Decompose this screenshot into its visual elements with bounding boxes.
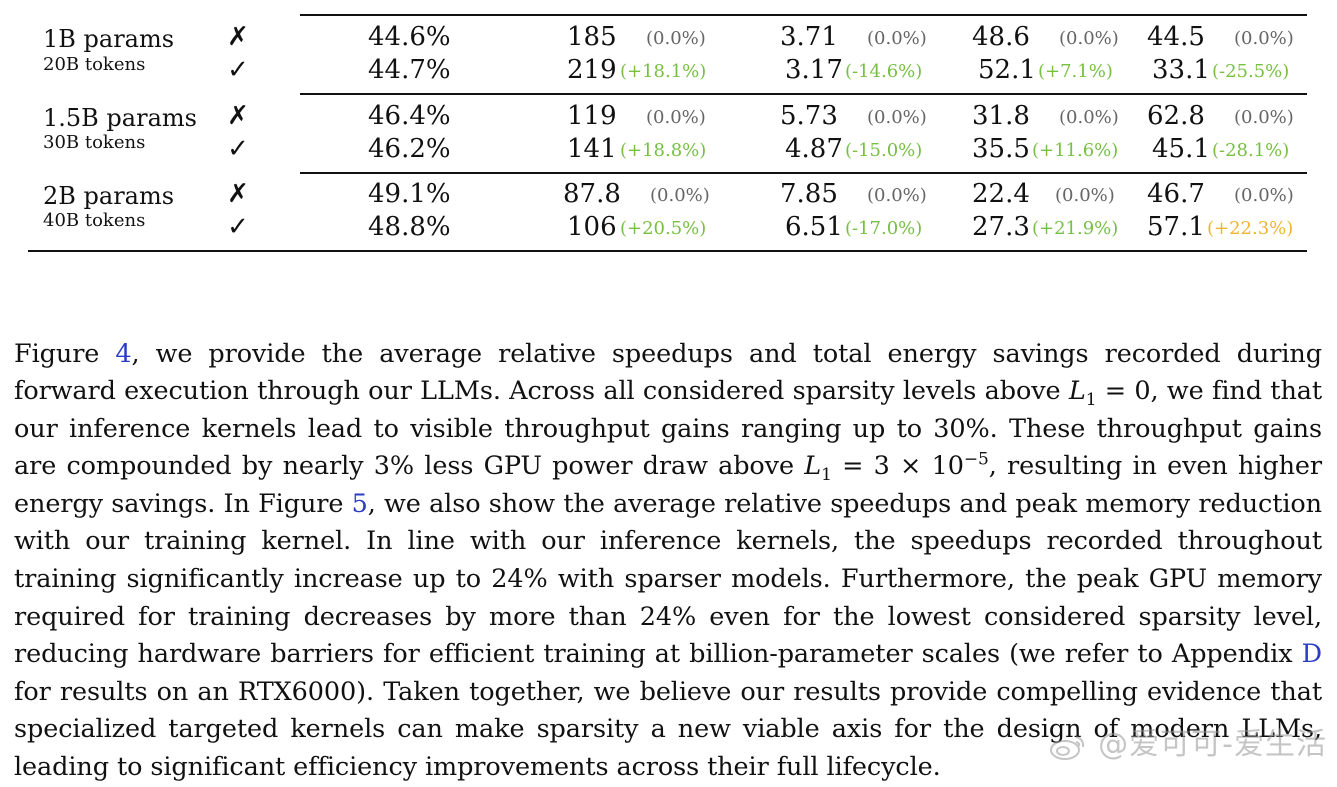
model-tokens: 30B tokens: [43, 132, 146, 153]
paragraph-text: , we find that our inference kernels lea…: [14, 376, 1323, 482]
sparsity-mark: ✓: [227, 212, 249, 242]
accuracy-value: 48.8%: [368, 212, 451, 242]
metric3-value: 27.3: [972, 212, 1030, 242]
metric1-delta: (0.0%): [646, 107, 706, 128]
accuracy-value: 46.2%: [368, 134, 451, 164]
paragraph-text: , resulting in even higher energy saving…: [14, 451, 1322, 519]
metric4-delta: (0.0%): [1234, 28, 1294, 49]
metric1-delta: (+18.1%): [620, 61, 707, 82]
math-l1-subscript: 1: [821, 465, 832, 486]
metric3-value: 35.5: [972, 134, 1030, 164]
sparsity-mark: ✓: [227, 55, 249, 85]
metric2-value: 4.87: [785, 134, 843, 164]
metric4-value: 57.1: [1147, 212, 1205, 242]
math-l1-rest: = 0: [1096, 376, 1151, 407]
metric4-value: 62.8: [1147, 101, 1205, 131]
model-name: 2B params: [43, 182, 175, 210]
accuracy-value: 44.6%: [368, 22, 451, 52]
metric3-delta: (0.0%): [1059, 107, 1119, 128]
metric2-delta: (0.0%): [867, 185, 927, 206]
math-l1-var: L: [1068, 376, 1086, 407]
group-separator: [300, 172, 1307, 174]
metric1-delta: (+20.5%): [620, 218, 707, 239]
model-tokens: 20B tokens: [43, 54, 146, 75]
metric4-delta: (0.0%): [1234, 107, 1294, 128]
watermark: @爱可可-爱生活: [1048, 719, 1327, 763]
model-name: 1B params: [43, 25, 175, 53]
metric4-delta: (+22.3%): [1207, 218, 1294, 239]
metric3-delta: (+21.9%): [1032, 218, 1119, 239]
metric1-value: 87.8: [563, 179, 621, 209]
table-bottom-rule: [28, 250, 1307, 252]
metric2-value: 3.17: [785, 55, 843, 85]
metric1-delta: (0.0%): [646, 28, 706, 49]
accuracy-value: 44.7%: [368, 55, 451, 85]
metric2-delta: (-15.0%): [845, 140, 923, 161]
metric4-delta: (0.0%): [1234, 185, 1294, 206]
results-table: 1B params 20B tokens ✗ 44.6% 185 (0.0%) …: [0, 0, 1337, 260]
metric4-value: 45.1: [1152, 134, 1210, 164]
metric1-value: 185: [567, 22, 617, 52]
group-separator: [300, 93, 1307, 95]
metric3-value: 48.6: [972, 22, 1030, 52]
metric4-delta: (-28.1%): [1212, 140, 1290, 161]
accuracy-value: 46.4%: [368, 101, 451, 131]
math-l1-subscript: 1: [1085, 390, 1097, 411]
model-tokens: 40B tokens: [43, 210, 146, 231]
metric2-value: 3.71: [780, 22, 838, 52]
metric2-delta: (-17.0%): [845, 218, 923, 239]
metric2-delta: (0.0%): [867, 107, 927, 128]
weibo-logo-icon: [1049, 735, 1084, 760]
math-threshold: = 3 × 10: [831, 451, 964, 482]
metric1-delta: (+18.8%): [620, 140, 707, 161]
metric1-delta: (0.0%): [650, 185, 710, 206]
appendix-d-link[interactable]: D: [1301, 639, 1322, 670]
figure-5-link[interactable]: 5: [351, 488, 368, 519]
sparsity-mark: ✗: [227, 22, 249, 52]
metric3-delta: (+7.1%): [1038, 61, 1113, 82]
metric4-delta: (-25.5%): [1212, 61, 1290, 82]
metric3-delta: (0.0%): [1059, 28, 1119, 49]
metric1-value: 141: [567, 134, 617, 164]
math-l1-var: L: [804, 451, 822, 482]
metric3-delta: (+11.6%): [1032, 140, 1119, 161]
metric3-value: 31.8: [972, 101, 1030, 131]
metric4-value: 44.5: [1147, 22, 1205, 52]
sparsity-mark: ✗: [227, 179, 249, 209]
sparsity-mark: ✗: [227, 101, 249, 131]
metric2-delta: (-14.6%): [845, 61, 923, 82]
metric4-value: 46.7: [1147, 179, 1205, 209]
metric2-delta: (0.0%): [867, 28, 927, 49]
figure-4-link[interactable]: 4: [115, 338, 132, 369]
accuracy-value: 49.1%: [368, 179, 451, 209]
watermark-text: @爱可可-爱生活: [1098, 727, 1327, 762]
metric3-delta: (0.0%): [1055, 185, 1115, 206]
model-name: 1.5B params: [43, 104, 197, 132]
metric3-value: 52.1: [978, 55, 1036, 85]
metric3-value: 22.4: [972, 179, 1030, 209]
paragraph-text: Figure: [14, 338, 116, 369]
sparsity-mark: ✓: [227, 134, 249, 164]
metric4-value: 33.1: [1152, 55, 1210, 85]
paragraph-text: , we provide the average relative speedu…: [14, 338, 1322, 407]
table-rule-top: [300, 14, 1307, 16]
math-exponent: −5: [963, 449, 989, 470]
body-paragraph: Figure 4, we provide the average relativ…: [14, 336, 1322, 787]
paragraph-text: , we also show the average relative spee…: [14, 488, 1322, 670]
metric1-value: 106: [567, 212, 617, 242]
metric2-value: 6.51: [785, 212, 843, 242]
metric1-value: 219: [567, 55, 617, 85]
metric2-value: 5.73: [780, 101, 838, 131]
metric1-value: 119: [567, 101, 617, 131]
metric2-value: 7.85: [780, 179, 838, 209]
